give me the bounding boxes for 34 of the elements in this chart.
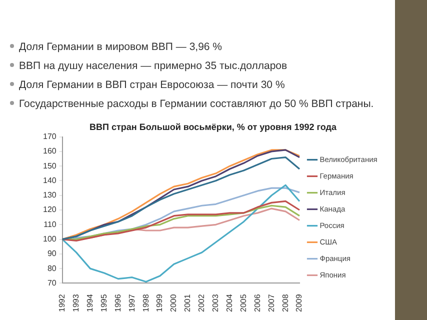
x-tick-label: 2009 (294, 294, 304, 312)
y-tick-label: 170 (42, 132, 57, 142)
x-tick-label: 2001 (183, 294, 192, 312)
x-tick-label: 2008 (280, 294, 290, 312)
y-tick-label: 70 (47, 278, 57, 288)
x-tick-label: 1992 (58, 294, 67, 312)
x-tick-label: 1998 (141, 294, 150, 312)
text: ВВП на душу населения — примерно 35 тыс.долларов (19, 60, 288, 72)
y-tick-label: 90 (47, 249, 57, 258)
text: Доля Германии в ВВП стран Евросоюза — почти 30 % (19, 79, 285, 91)
text: Доля Германии в мировом ВВП — 3,96 % (19, 41, 222, 53)
y-tick-label: 150 (42, 161, 57, 170)
y-tick-label: 100 (42, 234, 57, 244)
x-tick-label: 1995 (99, 294, 108, 312)
y-tick-label: 110 (44, 220, 57, 229)
y-tick-label: 120 (42, 205, 57, 214)
x-tick-label: 2005 (238, 294, 248, 312)
x-tick-label: 2004 (224, 294, 234, 312)
x-tick-label: 2002 (197, 294, 206, 312)
y-tick-label: 140 (42, 176, 57, 185)
x-tick-label: 2006 (252, 294, 262, 312)
x-tick-label: 2007 (266, 294, 276, 312)
y-tick-label: 80 (47, 264, 57, 273)
x-tick-label: 1997 (127, 294, 136, 312)
text: Государственные расходы в Германии составляют до 50 % ВВП страны. (19, 98, 374, 110)
x-tick-label: 1994 (85, 294, 94, 312)
x-tick-label: 1993 (72, 294, 80, 312)
x-tick-label: 1996 (113, 294, 122, 312)
chart-title: ВВП стран Большой восьмёрки, % от уровня 1992 года (90, 122, 338, 132)
x-tick-label: 2000 (169, 294, 178, 312)
y-tick-label: 130 (42, 190, 57, 200)
y-tick-label: 160 (42, 146, 57, 156)
x-tick-label: 2003 (211, 294, 220, 312)
x-tick-label: 1999 (155, 294, 164, 312)
